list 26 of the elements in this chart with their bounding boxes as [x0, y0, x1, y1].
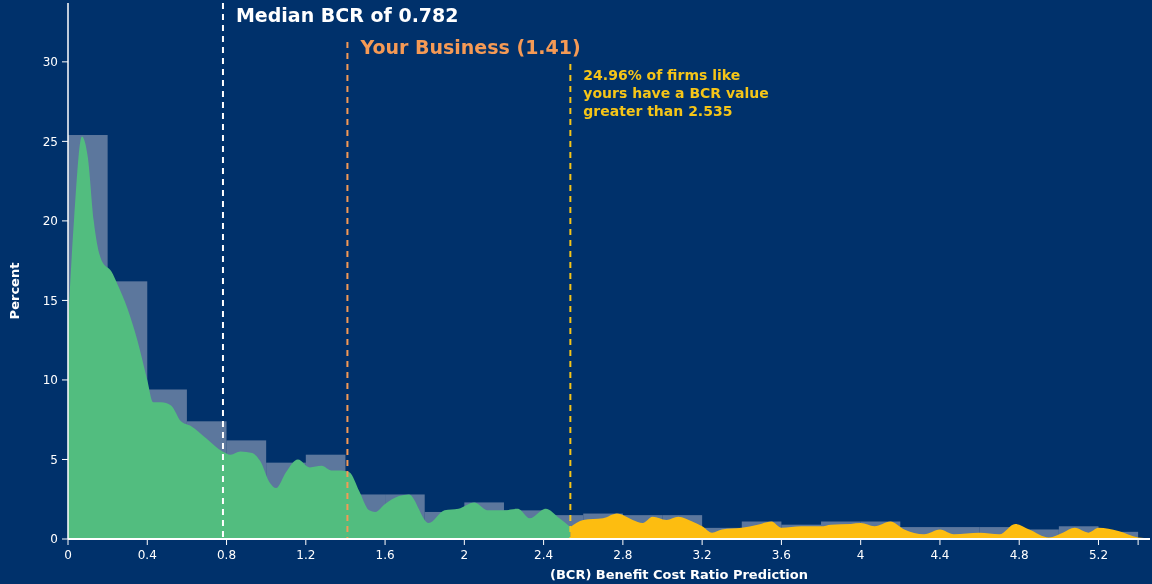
x-tick-label: 5.2 — [1088, 548, 1109, 562]
x-tick-label: 4 — [856, 548, 865, 562]
y-tick-label: 0 — [50, 532, 58, 547]
x-tick-label: 2.4 — [534, 548, 554, 562]
x-tick-label: 2.8 — [613, 548, 633, 562]
x-tick-label: 0 — [64, 548, 72, 562]
ref-line-label: Median BCR of 0.782 — [235, 4, 459, 26]
ref-line-label: 24.96% of firms like yours have a BCR value greater than 2.535 — [583, 67, 769, 119]
x-tick-label: 1.6 — [375, 548, 395, 562]
x-tick-label: 3.6 — [771, 548, 791, 562]
y-tick-label: 20 — [42, 214, 58, 229]
y-tick-label: 5 — [50, 452, 58, 467]
x-tick-label: 4.4 — [930, 548, 950, 562]
y-axis-title: Percent — [7, 262, 22, 320]
x-tick-label: 0.4 — [137, 548, 157, 562]
x-axis-title: (BCR) Benefit Cost Ratio Prediction — [550, 567, 808, 582]
y-tick-label: 15 — [42, 293, 58, 308]
y-tick-label: 10 — [42, 373, 58, 388]
ref-line-label: Your Business (1.41) — [359, 36, 581, 58]
y-tick-label: 30 — [42, 55, 58, 70]
x-tick-label: 2 — [460, 548, 469, 562]
x-tick-label: 0.8 — [216, 548, 237, 562]
x-tick-label: 4.8 — [1009, 548, 1029, 562]
x-tick-label: 1.2 — [296, 548, 316, 562]
y-tick-label: 25 — [42, 134, 58, 149]
x-tick-label: 3.2 — [692, 548, 712, 562]
